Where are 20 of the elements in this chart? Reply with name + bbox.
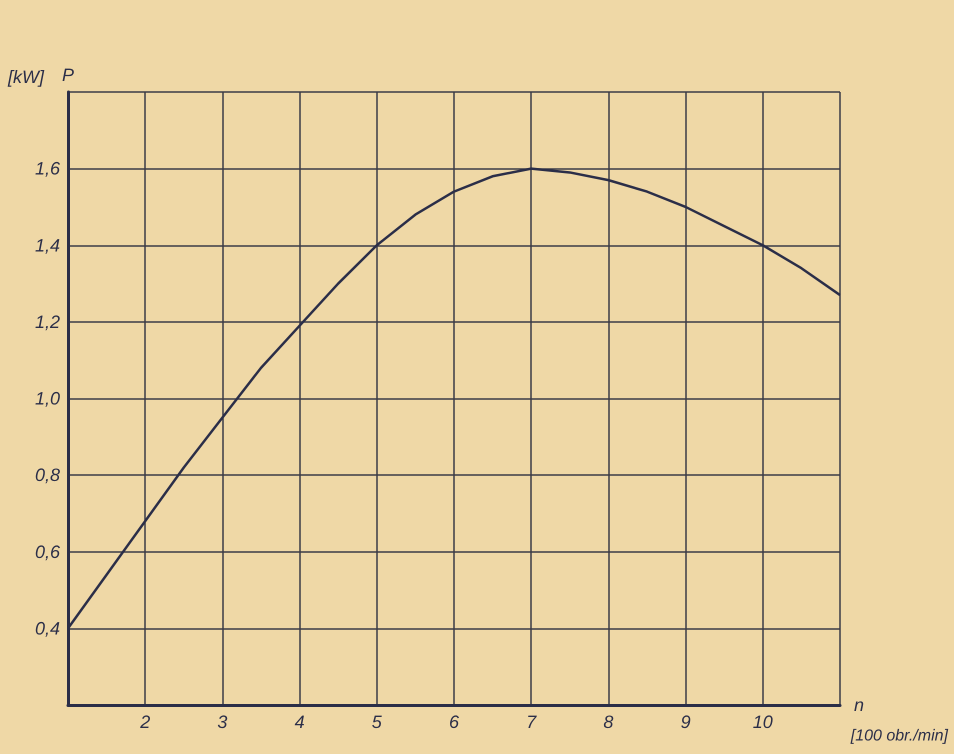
x-tick-label: 8 (603, 712, 614, 732)
x-tick-label: 9 (680, 712, 691, 732)
x-tick-label: 4 (294, 712, 305, 732)
y-tick-label: 0,6 (34, 542, 61, 562)
y-tick-label: 1,2 (34, 312, 60, 332)
text: [100 obr./min] (850, 728, 949, 744)
x-tick-label: 2 (139, 712, 150, 732)
x-tick-label: 7 (526, 712, 538, 732)
x-axis-title: n (854, 695, 864, 715)
text: [kW] (7, 67, 45, 87)
x-tick-label: 5 (372, 712, 383, 732)
y-axis-title: P (62, 65, 74, 85)
y-tick-label: 1,4 (34, 235, 60, 256)
x-tick-label: 6 (448, 712, 460, 732)
y-tick-label: 0,8 (34, 465, 60, 486)
y-tick-label: 1,0 (34, 388, 60, 408)
x-tick-label: 3 (217, 712, 228, 732)
y-tick-label: 1,6 (34, 158, 61, 179)
x-tick-label: 10 (752, 712, 773, 732)
y-tick-label: 0,4 (34, 618, 60, 638)
